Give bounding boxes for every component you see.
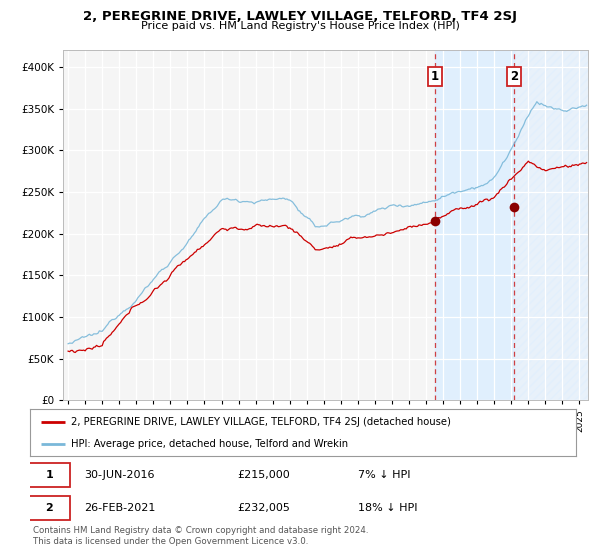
Text: Price paid vs. HM Land Registry's House Price Index (HPI): Price paid vs. HM Land Registry's House … xyxy=(140,21,460,31)
Text: 7% ↓ HPI: 7% ↓ HPI xyxy=(358,470,410,480)
Text: 1: 1 xyxy=(45,470,53,480)
Text: £215,000: £215,000 xyxy=(238,470,290,480)
Text: 18% ↓ HPI: 18% ↓ HPI xyxy=(358,503,417,513)
Text: 2: 2 xyxy=(510,70,518,83)
Text: 30-JUN-2016: 30-JUN-2016 xyxy=(85,470,155,480)
Text: 2, PEREGRINE DRIVE, LAWLEY VILLAGE, TELFORD, TF4 2SJ (detached house): 2, PEREGRINE DRIVE, LAWLEY VILLAGE, TELF… xyxy=(71,417,451,427)
Text: 1: 1 xyxy=(431,70,439,83)
FancyBboxPatch shape xyxy=(29,463,70,487)
Text: Contains HM Land Registry data © Crown copyright and database right 2024.
This d: Contains HM Land Registry data © Crown c… xyxy=(33,526,368,546)
Text: HPI: Average price, detached house, Telford and Wrekin: HPI: Average price, detached house, Telf… xyxy=(71,439,348,449)
Text: £232,005: £232,005 xyxy=(238,503,290,513)
Text: 2, PEREGRINE DRIVE, LAWLEY VILLAGE, TELFORD, TF4 2SJ: 2, PEREGRINE DRIVE, LAWLEY VILLAGE, TELF… xyxy=(83,10,517,23)
Text: 26-FEB-2021: 26-FEB-2021 xyxy=(85,503,156,513)
Bar xyxy=(514,50,588,400)
Bar xyxy=(434,50,514,400)
Text: 2: 2 xyxy=(45,503,53,513)
FancyBboxPatch shape xyxy=(29,496,70,520)
